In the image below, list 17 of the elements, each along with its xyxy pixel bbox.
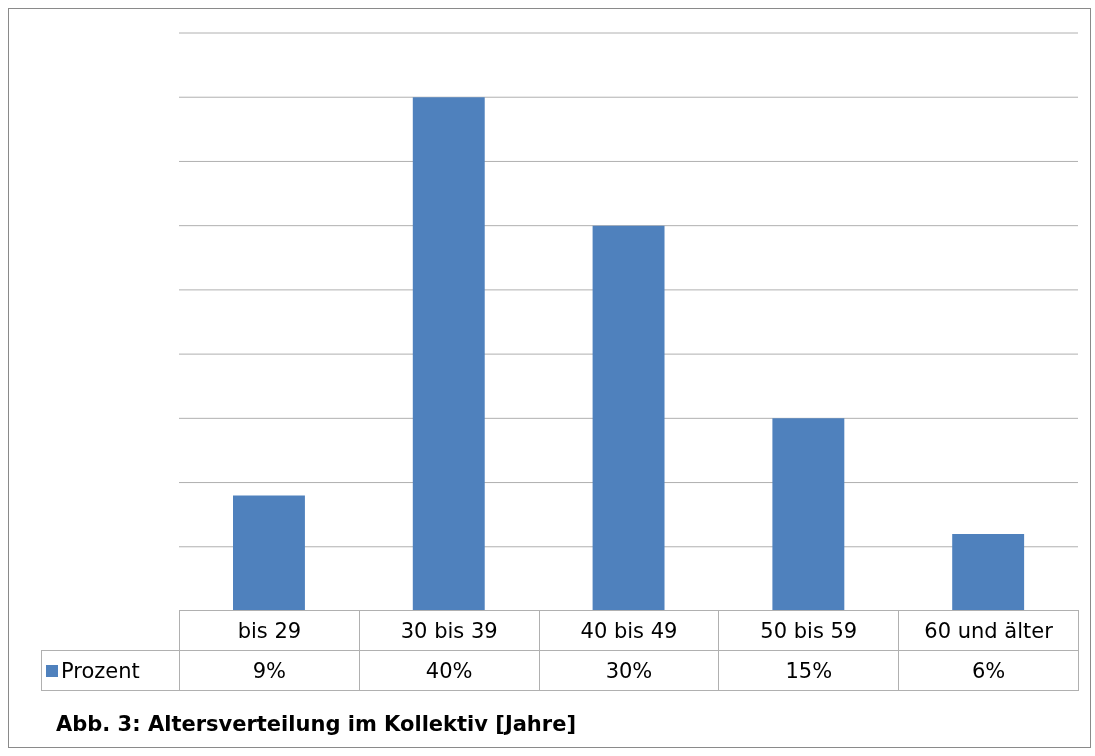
bar bbox=[233, 495, 305, 611]
bar bbox=[592, 225, 665, 611]
x-tick-label: 40 bis 49 bbox=[538, 610, 720, 651]
data-label: 30% bbox=[538, 650, 720, 691]
bar bbox=[412, 97, 485, 611]
legend-label: Prozent bbox=[41, 650, 180, 691]
bar bbox=[952, 533, 1025, 611]
text: Abb. 3: Altersverteilung im Kollektiv [Jahre] bbox=[56, 712, 577, 736]
bar bbox=[772, 418, 845, 611]
x-tick-label: bis 29 bbox=[179, 610, 360, 651]
x-tick-label: 50 bis 59 bbox=[718, 610, 900, 651]
data-label: 9% bbox=[179, 650, 360, 691]
data-label: 40% bbox=[358, 650, 540, 691]
x-tick-label: 60 und älter bbox=[898, 610, 1079, 651]
data-label: 15% bbox=[718, 650, 900, 691]
data-label: 6% bbox=[898, 650, 1079, 691]
x-tick-label: 30 bis 39 bbox=[358, 610, 540, 651]
